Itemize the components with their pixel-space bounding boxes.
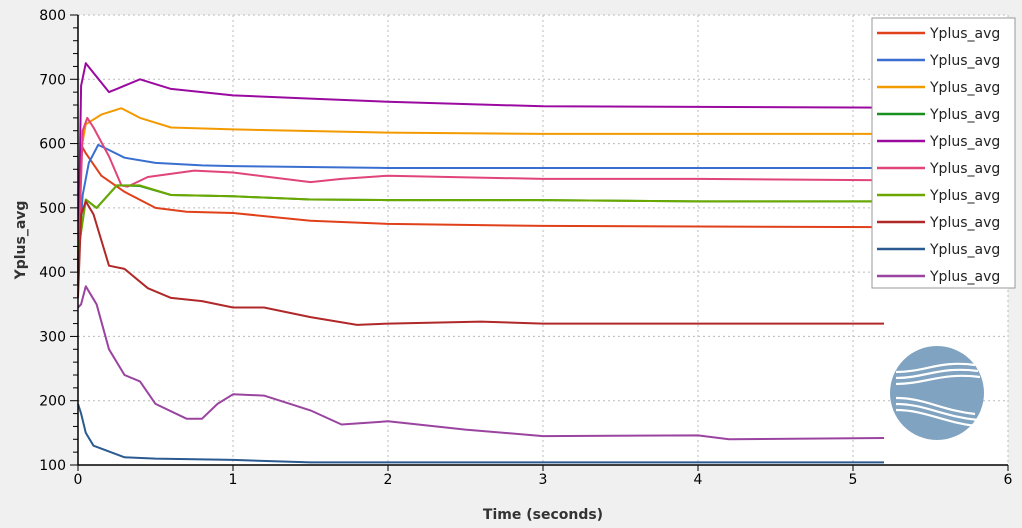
x-axis-label: Time (seconds) <box>483 507 603 523</box>
y-tick-label: 300 <box>39 329 66 345</box>
grid <box>78 14 1009 465</box>
legend-label: Yplus_avg <box>929 269 1000 285</box>
legend-label: Yplus_avg <box>929 107 1000 123</box>
legend-label: Yplus_avg <box>929 80 1000 96</box>
legend-label: Yplus_avg <box>929 134 1000 150</box>
y-tick-label: 100 <box>39 458 66 474</box>
y-tick-label: 800 <box>39 8 66 24</box>
series-line-8 <box>77 200 884 326</box>
legend-label: Yplus_avg <box>929 161 1000 177</box>
y-tick-label: 500 <box>39 201 66 217</box>
axes: 0 1 2 3 4 5 6 100 200 300 400 500 600 700 800 <box>39 8 1012 488</box>
y-tick-label: 400 <box>39 265 66 281</box>
legend-label: Yplus_avg <box>929 53 1000 69</box>
y-tick-label: 200 <box>39 394 66 410</box>
series-line-9 <box>77 403 884 464</box>
series-line-1 <box>77 143 885 286</box>
x-tick-label: 4 <box>694 472 703 488</box>
x-tick-label: 2 <box>384 472 393 488</box>
legend-label: Yplus_avg <box>929 242 1000 258</box>
x-tick-label: 3 <box>539 472 548 488</box>
y-tick-label: 700 <box>39 72 66 88</box>
y-axis-label: Yplus_avg <box>13 201 29 281</box>
x-tick-label: 1 <box>229 472 238 488</box>
series-line-5 <box>77 62 885 273</box>
legend[interactable]: Yplus_avg Yplus_avg Yplus_avg Yplus_avg Yplu… <box>871 17 1016 289</box>
x-tick-label: 0 <box>74 472 83 488</box>
y-tick-label: 600 <box>39 137 66 153</box>
legend-label: Yplus_avg <box>929 188 1000 204</box>
series-line-3 <box>77 107 884 196</box>
x-tick-label: 6 <box>1004 472 1013 488</box>
legend-box <box>871 17 1016 289</box>
legend-label: Yplus_avg <box>929 26 1000 42</box>
company-logo <box>890 346 984 440</box>
x-tick-label: 5 <box>849 472 858 488</box>
series-line-6 <box>77 116 885 273</box>
series-line-10 <box>77 285 885 441</box>
legend-label: Yplus_avg <box>929 215 1000 231</box>
series-lines <box>77 62 885 464</box>
series-line-7 <box>77 184 884 254</box>
series-line-2 <box>77 143 884 260</box>
